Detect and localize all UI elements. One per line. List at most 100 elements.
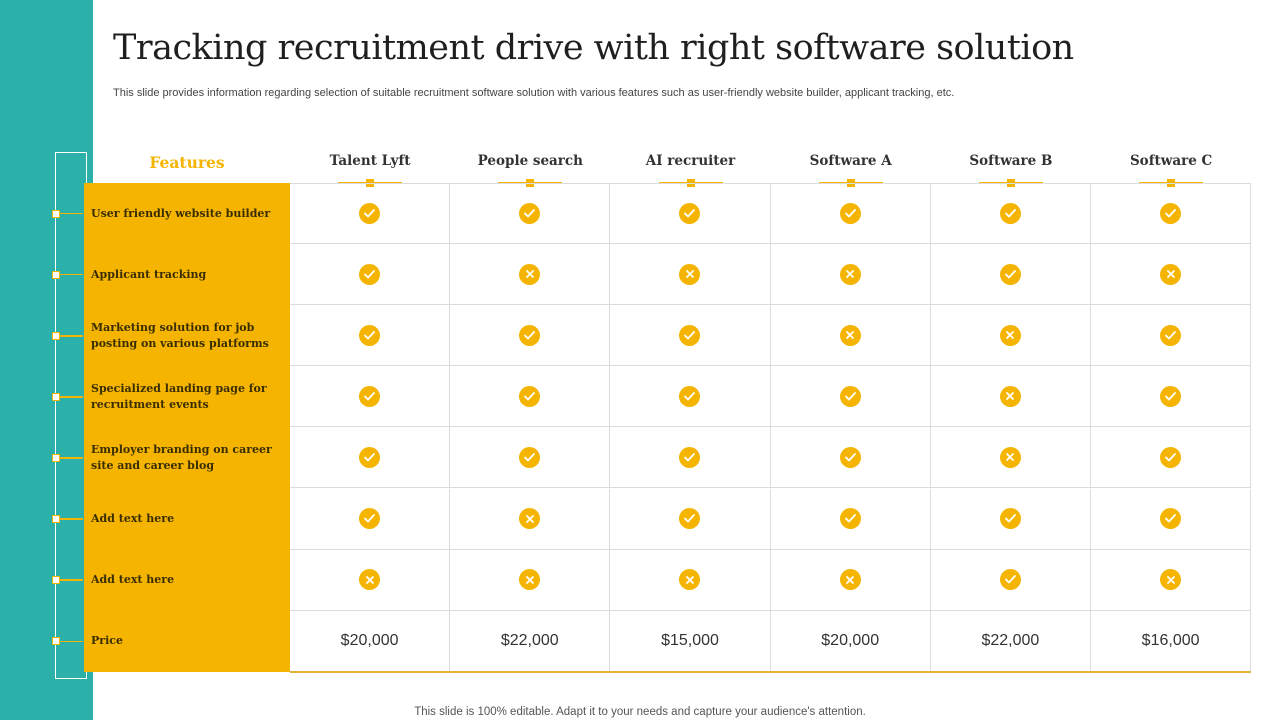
table-cell: [1091, 366, 1252, 428]
check-icon: [839, 508, 861, 530]
check-icon: [1160, 202, 1182, 224]
column-header: AI recruiter: [645, 153, 736, 169]
cross-icon: [839, 569, 861, 591]
side-bracket-frame: [55, 152, 87, 679]
slide-subtitle: This slide provides information regardin…: [113, 87, 955, 99]
row-connector-node: [52, 331, 60, 340]
table-cell: [290, 244, 451, 306]
cross-icon: [1160, 263, 1182, 285]
table-cell: [1091, 549, 1252, 611]
table-cell: [1091, 244, 1252, 306]
cross-icon: [839, 263, 861, 285]
table-cell: [450, 305, 611, 367]
table-cell: [450, 244, 611, 306]
table-cell: [450, 183, 611, 245]
teal-sidebar-bar: [0, 0, 93, 720]
row-connector-line: [60, 579, 83, 581]
check-icon: [359, 446, 381, 468]
table-cell: [930, 366, 1091, 428]
cross-icon: [1160, 569, 1182, 591]
table-cell: [770, 305, 931, 367]
check-icon: [679, 385, 701, 407]
table-cell: [450, 366, 611, 428]
row-connector-node: [52, 637, 60, 646]
column-header: Talent Lyft: [329, 153, 411, 169]
row-connector-line: [60, 457, 83, 459]
price-value: $20,000: [340, 632, 399, 650]
table-cell: [930, 488, 1091, 550]
table-cell: $16,000: [1091, 610, 1252, 672]
table-cell: [1091, 305, 1252, 367]
column-header: People search: [477, 153, 583, 169]
feature-label: Specialized landing page for recruitment…: [91, 381, 267, 411]
row-connector-line: [60, 396, 83, 398]
price-value: $15,000: [661, 632, 719, 650]
table-cell: [930, 427, 1091, 489]
table-cell: [610, 427, 771, 489]
table-cell: [290, 549, 451, 611]
cross-icon: [519, 569, 541, 591]
cross-icon: [519, 508, 541, 530]
check-icon: [359, 263, 381, 285]
row-connector-line: [60, 640, 83, 642]
price-value: $22,000: [500, 632, 559, 650]
price-value: $16,000: [1141, 632, 1200, 650]
table-cell: [770, 549, 931, 611]
table-cell: [290, 305, 451, 367]
check-icon: [679, 324, 701, 346]
check-icon: [359, 508, 381, 530]
check-icon: [519, 385, 541, 407]
table-cell: [610, 366, 771, 428]
price-value: $22,000: [981, 632, 1040, 650]
check-icon: [679, 446, 701, 468]
feature-label: Marketing solution for job posting on va…: [91, 320, 269, 350]
table-cell: [930, 305, 1091, 367]
slide-title: Tracking recruitment drive with right so…: [113, 28, 1074, 68]
check-icon: [839, 202, 861, 224]
table-cell: [1091, 427, 1252, 489]
row-connector-line: [60, 273, 83, 276]
features-header: Features: [149, 153, 225, 172]
check-icon: [839, 385, 861, 407]
table-cell: [930, 549, 1091, 611]
feature-panel: [84, 183, 290, 672]
check-icon: [519, 324, 541, 346]
table-cell: [770, 183, 931, 245]
table-cell: [610, 305, 771, 367]
cross-icon: [999, 385, 1021, 407]
cross-icon: [839, 324, 861, 346]
cross-icon: [999, 446, 1021, 468]
table-cell: $22,000: [931, 610, 1091, 672]
check-icon: [359, 202, 381, 224]
table-cell: [1091, 488, 1252, 550]
cross-icon: [359, 569, 381, 591]
feature-label: Add text here: [91, 573, 175, 587]
row-connector-node: [52, 576, 60, 585]
row-connector-node: [52, 515, 60, 524]
check-icon: [359, 385, 381, 407]
table-cell: $20,000: [290, 610, 451, 672]
row-connector-line: [60, 518, 83, 520]
table-cell: [610, 549, 771, 611]
table-cell: [770, 366, 931, 428]
check-icon: [519, 202, 541, 224]
check-icon: [999, 263, 1021, 285]
check-icon: [1160, 446, 1182, 468]
table-cell: [770, 244, 931, 306]
table-cell: $20,000: [771, 610, 931, 672]
table-cell: [930, 183, 1091, 245]
table-cell: [770, 427, 931, 489]
table-cell: [290, 366, 451, 428]
check-icon: [1160, 385, 1182, 407]
table-cell: [450, 427, 611, 489]
table-cell: $22,000: [450, 610, 611, 672]
check-icon: [839, 446, 861, 468]
table-cell: [450, 549, 611, 611]
row-connector-line: [60, 212, 83, 215]
row-connector-node: [52, 270, 60, 279]
column-header: Software C: [1129, 153, 1213, 169]
table-cell: [290, 488, 451, 550]
table-cell: [450, 488, 611, 550]
check-icon: [679, 508, 701, 530]
row-connector-node: [52, 392, 60, 401]
